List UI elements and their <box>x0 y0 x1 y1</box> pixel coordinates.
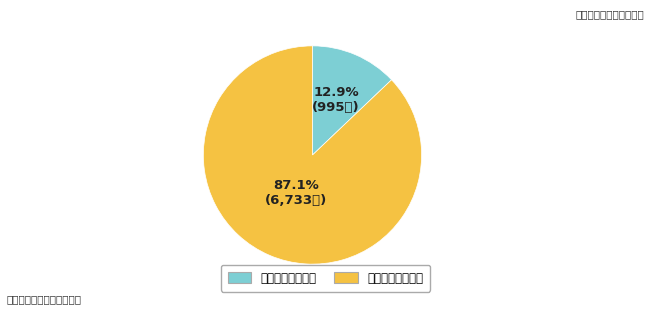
Legend: 仮釈放の申出あり, 仮釈放の申出なし: 仮釈放の申出あり, 仮釈放の申出なし <box>221 264 430 292</box>
Text: 注　矯正統計年報による。: 注 矯正統計年報による。 <box>7 294 81 304</box>
Text: 87.1%
(6,733人): 87.1% (6,733人) <box>265 179 327 207</box>
Wedge shape <box>203 46 422 264</box>
Text: （令和２年満期釈放者）: （令和２年満期釈放者） <box>575 9 644 19</box>
Wedge shape <box>312 46 391 155</box>
Text: 12.9%
(995人): 12.9% (995人) <box>312 86 360 114</box>
